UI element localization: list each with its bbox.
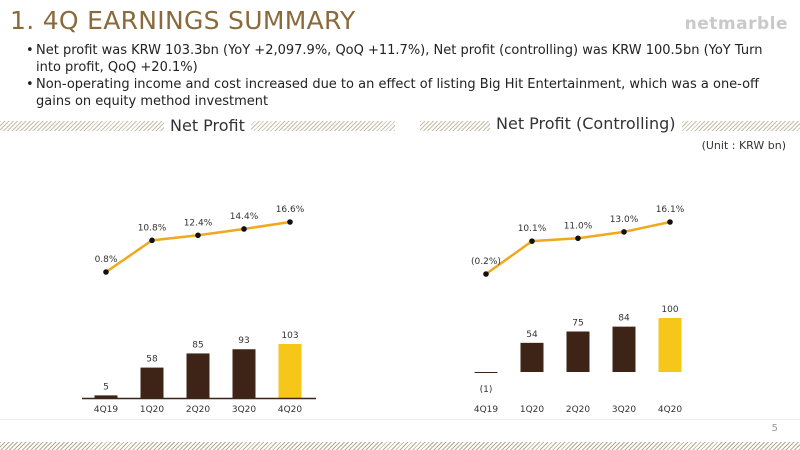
margin-label: 0.8% (95, 255, 118, 265)
bar-1Q20 (140, 367, 164, 398)
x-tick-label: 4Q20 (658, 405, 683, 415)
bar-value-label: 84 (618, 314, 630, 324)
margin-label: 16.1% (656, 205, 685, 215)
x-tick-label: 1Q20 (140, 405, 165, 415)
net-profit-heading: Net Profit (164, 116, 251, 135)
bullet-net-profit: Net profit was KRW 103.3bn (YoY +2,097.9… (26, 42, 786, 76)
bar-3Q20 (232, 349, 256, 398)
margin-line (105, 220, 291, 274)
bar-value-label: 75 (572, 319, 583, 329)
bar-4Q20 (658, 318, 682, 372)
bar-2Q20 (566, 331, 590, 372)
x-tick-label: 2Q20 (566, 405, 591, 415)
bar-4Q19 (474, 372, 498, 373)
bottom-hatch-band (0, 442, 800, 450)
margin-label: 16.6% (276, 205, 305, 215)
net-profit-chart: 5 58 85 93 103 4Q19 1Q20 2Q20 3Q20 4Q20 0.8% 10.8% 1… (82, 205, 316, 415)
bar-value-label: 93 (238, 336, 249, 346)
unit-label: (Unit : KRW bn) (701, 139, 786, 152)
x-tick-label: 3Q20 (232, 405, 257, 415)
page-number: 5 (771, 423, 778, 434)
bar-3Q20 (612, 326, 636, 372)
margin-label: (0.2%) (471, 257, 501, 267)
netmarble-logo: netmarble (684, 14, 788, 34)
bar-4Q20 (278, 344, 302, 398)
bar-value-label: 58 (146, 355, 158, 365)
bar-2Q20 (186, 353, 210, 398)
bar-value-label: 103 (281, 331, 298, 341)
margin-label: 13.0% (610, 215, 639, 225)
margin-label: 11.0% (564, 221, 593, 231)
x-tick-label: 4Q20 (278, 405, 303, 415)
margin-label: 10.1% (518, 224, 547, 234)
x-tick-label: 4Q19 (474, 405, 499, 415)
line-point (667, 219, 673, 225)
line-point (621, 229, 627, 235)
line-point (149, 237, 155, 244)
net-profit-controlling-heading: Net Profit (Controlling) (490, 114, 682, 133)
x-tick-label: 2Q20 (186, 405, 211, 415)
bar-value-label: 54 (526, 330, 538, 340)
bar-value-label: 100 (661, 305, 678, 315)
margin-label: 10.8% (138, 223, 167, 233)
line-point (195, 232, 201, 239)
page-title: 1. 4Q EARNINGS SUMMARY (10, 6, 356, 35)
x-tick-label: 4Q19 (94, 405, 119, 415)
net-profit-controlling-chart: (1) 54 75 84 100 4Q19 1Q20 2Q20 3Q20 4Q20 (0.2%) 10… (471, 205, 685, 415)
bar-value-label: 5 (103, 382, 109, 392)
line-point (287, 219, 293, 225)
line-point (103, 269, 109, 275)
footer-divider (0, 419, 800, 420)
line-point (483, 271, 489, 277)
bar-value-label: 85 (192, 340, 203, 350)
line-point (241, 226, 247, 232)
line-point (529, 238, 535, 244)
x-tick-label: 3Q20 (612, 405, 637, 415)
bar-value-label: (1) (480, 385, 493, 395)
summary-bullets: Net profit was KRW 103.3bn (YoY +2,097.9… (26, 42, 786, 110)
bar-4Q19 (94, 395, 118, 398)
line-point (575, 235, 581, 242)
margin-label: 12.4% (184, 218, 213, 228)
margin-label: 14.4% (230, 212, 259, 222)
bar-1Q20 (520, 342, 544, 372)
bullet-non-operating: Non-operating income and cost increased … (26, 76, 786, 110)
x-tick-label: 1Q20 (520, 405, 545, 415)
